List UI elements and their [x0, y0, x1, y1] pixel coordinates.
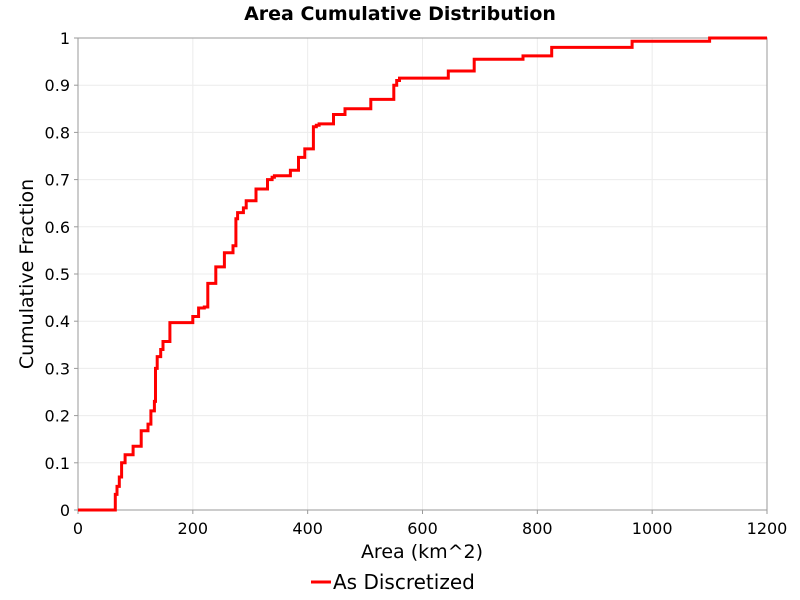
- x-axis-label: Area (km^2): [361, 541, 483, 563]
- x-axis: 0 200 400 600 800 1000 1200: [73, 510, 787, 538]
- y-axis-label: Cumulative Fraction: [16, 179, 38, 369]
- y-tick-label: 0.3: [45, 359, 70, 378]
- x-tick-label: 600: [407, 519, 438, 538]
- grid: [77, 37, 768, 511]
- y-tick-label: 0.2: [45, 407, 70, 426]
- y-tick-label: 0.8: [45, 123, 70, 142]
- x-tick-label: 1000: [632, 519, 673, 538]
- y-tick-label: 0.1: [45, 454, 70, 473]
- y-tick-label: 1: [60, 29, 70, 48]
- y-tick-label: 0.9: [45, 76, 70, 95]
- legend-label-as-discretized: As Discretized: [333, 570, 475, 594]
- legend: As Discretized: [311, 570, 475, 594]
- x-tick-label: 200: [178, 519, 209, 538]
- chart-title: Area Cumulative Distribution: [244, 3, 556, 25]
- x-tick-label: 800: [522, 519, 553, 538]
- y-tick-label: 0.5: [45, 265, 70, 284]
- y-axis: 0 0.1 0.2 0.3 0.4 0.5 0.6 0.7 0.8 0.9 1: [45, 29, 78, 520]
- y-tick-label: 0: [60, 501, 70, 520]
- x-tick-label: 0: [73, 519, 83, 538]
- x-tick-label: 400: [292, 519, 323, 538]
- x-tick-label: 1200: [747, 519, 788, 538]
- series-line-as-discretized: [78, 36, 767, 512]
- y-tick-label: 0.6: [45, 218, 70, 237]
- y-tick-label: 0.7: [45, 171, 70, 190]
- y-tick-label: 0.4: [45, 312, 70, 331]
